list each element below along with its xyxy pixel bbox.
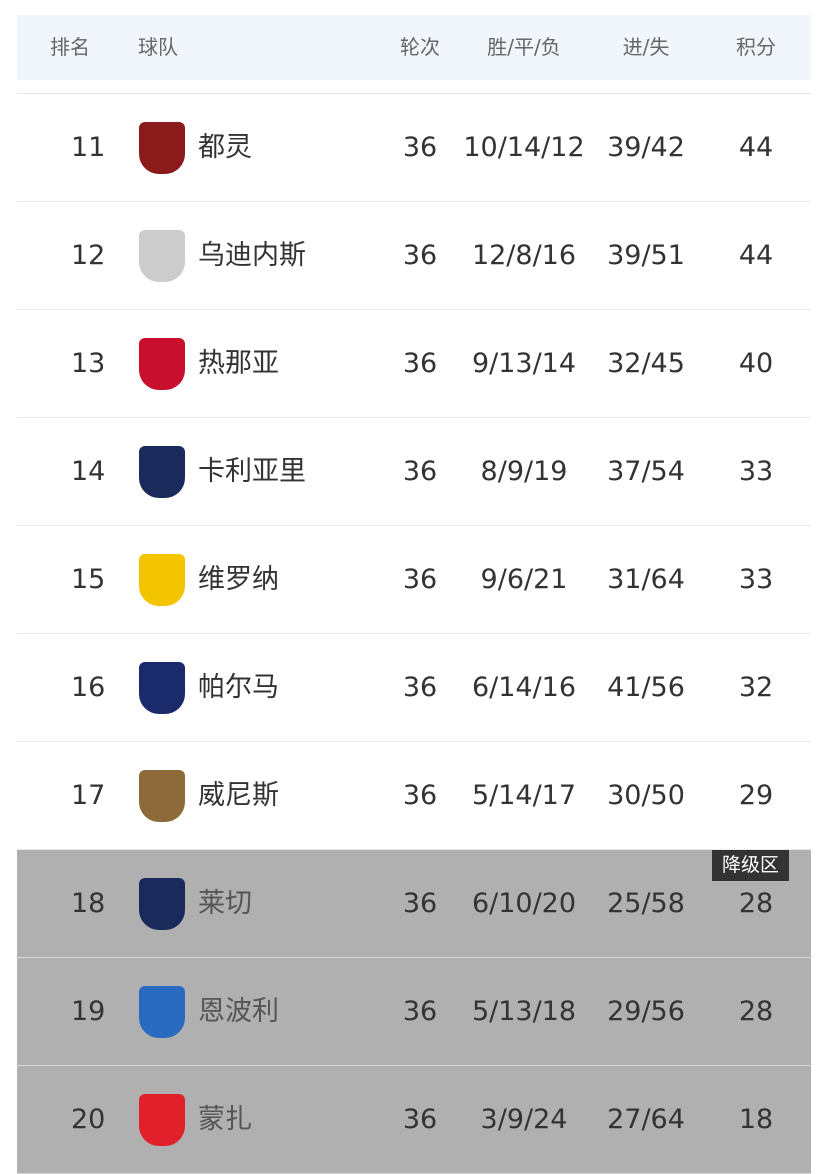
team-name[interactable]: 恩波利 <box>198 996 279 1027</box>
table-row[interactable]: 12 乌迪内斯 36 12/8/16 39/51 44 <box>17 202 811 310</box>
team-name[interactable]: 帕尔马 <box>198 672 279 703</box>
team-logo-icon <box>139 230 185 282</box>
goals: 30/50 <box>607 780 685 811</box>
header-points: 积分 <box>736 35 776 59</box>
team-logo-icon <box>139 986 185 1038</box>
rounds: 36 <box>402 1104 438 1135</box>
goals: 41/56 <box>607 672 685 703</box>
points: 18 <box>738 1104 774 1135</box>
points: 28 <box>738 996 774 1027</box>
team-name[interactable]: 都灵 <box>198 132 252 163</box>
table-row[interactable]: 14 卡利亚里 36 8/9/19 37/54 33 <box>17 418 811 526</box>
team-name[interactable]: 维罗纳 <box>198 564 279 595</box>
rounds: 36 <box>402 672 438 703</box>
points: 40 <box>738 348 774 379</box>
table-row[interactable]: 18 莱切 36 6/10/20 25/58 28 降级区 <box>17 850 811 958</box>
points: 28 <box>738 888 774 919</box>
goals: 29/56 <box>607 996 685 1027</box>
wdl: 9/6/21 <box>480 564 568 595</box>
header-rounds: 轮次 <box>400 35 440 59</box>
team-name[interactable]: 莱切 <box>198 888 252 919</box>
wdl: 12/8/16 <box>471 240 577 271</box>
points: 29 <box>738 780 774 811</box>
relegation-badge: 降级区 <box>711 850 789 881</box>
table-row[interactable]: 11 都灵 36 10/14/12 39/42 44 <box>17 94 811 202</box>
table-row[interactable]: 17 威尼斯 36 5/14/17 30/50 29 <box>17 742 811 850</box>
rounds: 36 <box>402 240 438 271</box>
rounds: 36 <box>402 564 438 595</box>
table-row[interactable]: 13 热那亚 36 9/13/14 32/45 40 <box>17 310 811 418</box>
wdl: 3/9/24 <box>480 1104 568 1135</box>
points: 32 <box>738 672 774 703</box>
header-goals: 进/失 <box>622 35 670 59</box>
goals: 39/42 <box>607 132 685 163</box>
goals: 32/45 <box>607 348 685 379</box>
wdl: 9/13/14 <box>471 348 577 379</box>
standings-table: 11 都灵 36 10/14/12 39/42 44 12 乌迪内斯 36 12… <box>17 94 811 1174</box>
goals: 25/58 <box>607 888 685 919</box>
header-rank: 排名 <box>50 35 90 59</box>
header-wdl: 胜/平/负 <box>487 35 561 59</box>
wdl: 10/14/12 <box>463 132 585 163</box>
rounds: 36 <box>402 780 438 811</box>
team-logo-icon <box>139 1094 185 1146</box>
wdl: 8/9/19 <box>480 456 568 487</box>
divider <box>17 93 811 94</box>
table-header: 排名 球队 轮次 胜/平/负 进/失 积分 <box>17 15 811 80</box>
team-logo-icon <box>139 554 185 606</box>
team-logo-icon <box>139 122 185 174</box>
table-row[interactable]: 20 蒙扎 36 3/9/24 27/64 18 <box>17 1066 811 1174</box>
team-logo-icon <box>139 770 185 822</box>
team-logo-icon <box>139 662 185 714</box>
table-row[interactable]: 15 维罗纳 36 9/6/21 31/64 33 <box>17 526 811 634</box>
team-name[interactable]: 卡利亚里 <box>198 456 306 487</box>
rounds: 36 <box>402 888 438 919</box>
header-team: 球队 <box>138 35 178 59</box>
rounds: 36 <box>402 996 438 1027</box>
team-logo-icon <box>139 878 185 930</box>
rounds: 36 <box>402 456 438 487</box>
wdl: 6/14/16 <box>471 672 577 703</box>
rounds: 36 <box>402 348 438 379</box>
points: 44 <box>738 132 774 163</box>
team-logo-icon <box>139 338 185 390</box>
table-row[interactable]: 16 帕尔马 36 6/14/16 41/56 32 <box>17 634 811 742</box>
team-logo-icon <box>139 446 185 498</box>
wdl: 5/13/18 <box>471 996 577 1027</box>
wdl: 5/14/17 <box>471 780 577 811</box>
team-name[interactable]: 热那亚 <box>198 348 279 379</box>
team-name[interactable]: 蒙扎 <box>198 1104 252 1135</box>
points: 33 <box>738 456 774 487</box>
wdl: 6/10/20 <box>471 888 577 919</box>
points: 33 <box>738 564 774 595</box>
rounds: 36 <box>402 132 438 163</box>
table-row[interactable]: 19 恩波利 36 5/13/18 29/56 28 <box>17 958 811 1066</box>
goals: 39/51 <box>607 240 685 271</box>
points: 44 <box>738 240 774 271</box>
team-name[interactable]: 威尼斯 <box>198 780 279 811</box>
team-name[interactable]: 乌迪内斯 <box>198 240 306 271</box>
goals: 31/64 <box>607 564 685 595</box>
goals: 27/64 <box>607 1104 685 1135</box>
goals: 37/54 <box>607 456 685 487</box>
